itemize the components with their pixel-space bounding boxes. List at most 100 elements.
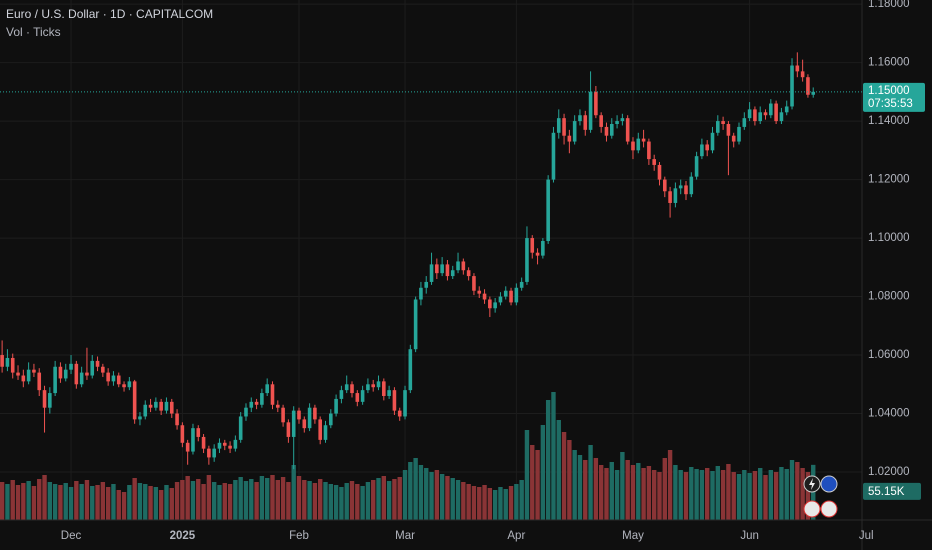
volume-bar [286,482,291,520]
volume-bar [720,470,726,520]
y-tick-label: 1.10000 [868,232,910,244]
volume-bar [143,484,148,520]
y-tick-label: 1.06000 [868,349,910,361]
candle-body [360,390,365,402]
volume-bar [572,450,577,520]
volume-bar [148,486,153,520]
volume-bar [646,466,652,520]
volume-bar [349,481,355,520]
candle-body [694,156,699,177]
candle-body [90,360,95,376]
candle-body [710,132,715,151]
candle-body [615,121,619,125]
candle-body [387,390,391,396]
candle-body [397,410,402,417]
volume-bar [641,468,646,520]
volume-bar [84,480,90,520]
volume-bar [249,479,254,520]
candle-body [530,238,535,253]
volume-bar [466,484,471,520]
volume-label-box [863,482,921,500]
candle-body [662,179,667,192]
candle-body [784,106,789,113]
candle-body [498,296,503,303]
volume-bar [105,487,111,520]
volume-bar [593,458,599,520]
volume-bar [678,470,683,520]
candle-body [10,357,15,373]
candle-body [106,372,110,382]
volume-bar [15,485,21,520]
volume-bar [318,479,323,520]
volume-bar [577,455,583,520]
volume-bar [254,482,259,520]
volume-bar [408,462,413,520]
candle-body [95,360,100,367]
candle-body [572,121,577,142]
candle-body [435,264,439,274]
candle-body [461,261,466,271]
volume-bar [651,470,657,520]
volume-bar [662,458,667,520]
candle-body [795,65,800,72]
candle-body [620,118,625,122]
volume-bar [312,483,318,520]
candle-body [631,141,635,151]
volume-bar [758,468,763,520]
volume-bar [683,472,689,520]
volume-bar [238,477,243,520]
candle-body [519,281,524,288]
candle-body [769,103,773,116]
volume-bar [275,480,280,520]
volume-bar [413,458,418,520]
candle-body [138,416,142,420]
candle-layer [0,52,816,470]
candle-body [689,176,694,195]
candle-body [466,270,471,277]
x-tick-label: Jul [859,530,874,542]
candle-body [705,144,710,151]
volume-bar [540,425,546,520]
candle-body [16,372,20,376]
candle-body [588,91,593,130]
volume-bar [158,490,164,520]
last-price-label: 1.15000 [868,85,910,97]
candle-body [217,442,222,449]
volume-bar [795,462,800,520]
volume-bar [530,445,535,520]
candle-body [297,410,301,420]
candle-body [212,448,216,458]
volume-bar [227,484,233,520]
volume-bar [21,483,26,520]
candle-body [716,121,720,133]
candle-body [201,436,206,449]
volume-bar [185,476,190,520]
volume-bar [710,471,715,520]
candle-body [604,126,609,136]
candle-body [583,115,588,130]
volume-bar [386,481,392,520]
candle-body [509,290,513,303]
volume-bar [779,467,784,520]
candle-body [482,293,487,300]
volume-bar [811,464,816,520]
volume-bar [598,465,604,520]
candle-body [700,144,704,157]
candle-body [678,185,683,189]
volume-bar [371,480,376,520]
volume-bar [689,467,694,520]
candle-body [382,381,386,396]
candle-body [85,372,89,376]
candle-body [440,264,444,274]
candle-body [450,270,455,277]
volume-bar [402,470,408,520]
volume-bar [10,480,15,520]
candle-body [79,372,84,385]
candle-body [207,448,211,458]
last-price-box [863,82,925,112]
candle-body [26,369,31,382]
candle-body [477,290,482,294]
candle-body [535,252,540,256]
y-tick-label: 1.04000 [868,408,910,420]
